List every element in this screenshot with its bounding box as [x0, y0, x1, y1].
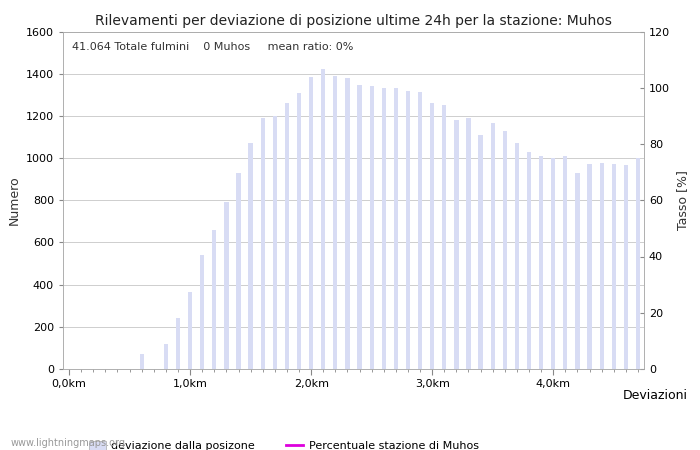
Bar [309, 77, 314, 369]
Bar [479, 135, 483, 369]
Title: Rilevamenti per deviazione di posizione ultime 24h per la stazione: Muhos: Rilevamenti per deviazione di posizione … [95, 14, 612, 27]
Bar [393, 89, 398, 369]
Bar [599, 163, 604, 369]
Bar [587, 164, 592, 369]
Text: www.lightningmaps.org: www.lightningmaps.org [10, 438, 125, 448]
Bar [527, 152, 531, 369]
Bar [575, 173, 580, 369]
Bar [539, 156, 543, 369]
Bar [418, 92, 422, 369]
Bar [370, 86, 374, 369]
Bar [454, 120, 458, 369]
Bar [382, 89, 386, 369]
Bar [636, 158, 640, 369]
Bar [624, 166, 628, 369]
Bar [406, 90, 410, 369]
Bar [503, 130, 507, 369]
Bar [333, 76, 337, 369]
Bar [273, 116, 277, 369]
Bar [321, 69, 326, 369]
Bar [212, 230, 216, 369]
Bar [260, 118, 265, 369]
Bar [248, 143, 253, 369]
Bar [164, 344, 168, 369]
Bar [491, 123, 495, 369]
Bar [612, 164, 616, 369]
Bar [358, 86, 362, 369]
Y-axis label: Tasso [%]: Tasso [%] [676, 170, 689, 230]
Bar [285, 103, 289, 369]
Bar [200, 255, 204, 369]
Legend: deviazione dalla posizone, deviazione stazione di Muhos, Percentuale stazione di: deviazione dalla posizone, deviazione st… [85, 436, 483, 450]
Bar [551, 158, 555, 369]
X-axis label: Deviazioni: Deviazioni [623, 389, 688, 402]
Bar [442, 105, 447, 369]
Bar [297, 93, 301, 369]
Bar [345, 78, 349, 369]
Bar [466, 118, 470, 369]
Bar [237, 173, 241, 369]
Text: 41.064 Totale fulmini    0 Muhos     mean ratio: 0%: 41.064 Totale fulmini 0 Muhos mean ratio… [71, 42, 353, 52]
Bar [224, 202, 228, 369]
Bar [139, 354, 144, 369]
Bar [514, 143, 519, 369]
Y-axis label: Numero: Numero [7, 176, 20, 225]
Bar [188, 292, 193, 369]
Bar [430, 103, 434, 369]
Bar [176, 319, 180, 369]
Bar [564, 156, 568, 369]
